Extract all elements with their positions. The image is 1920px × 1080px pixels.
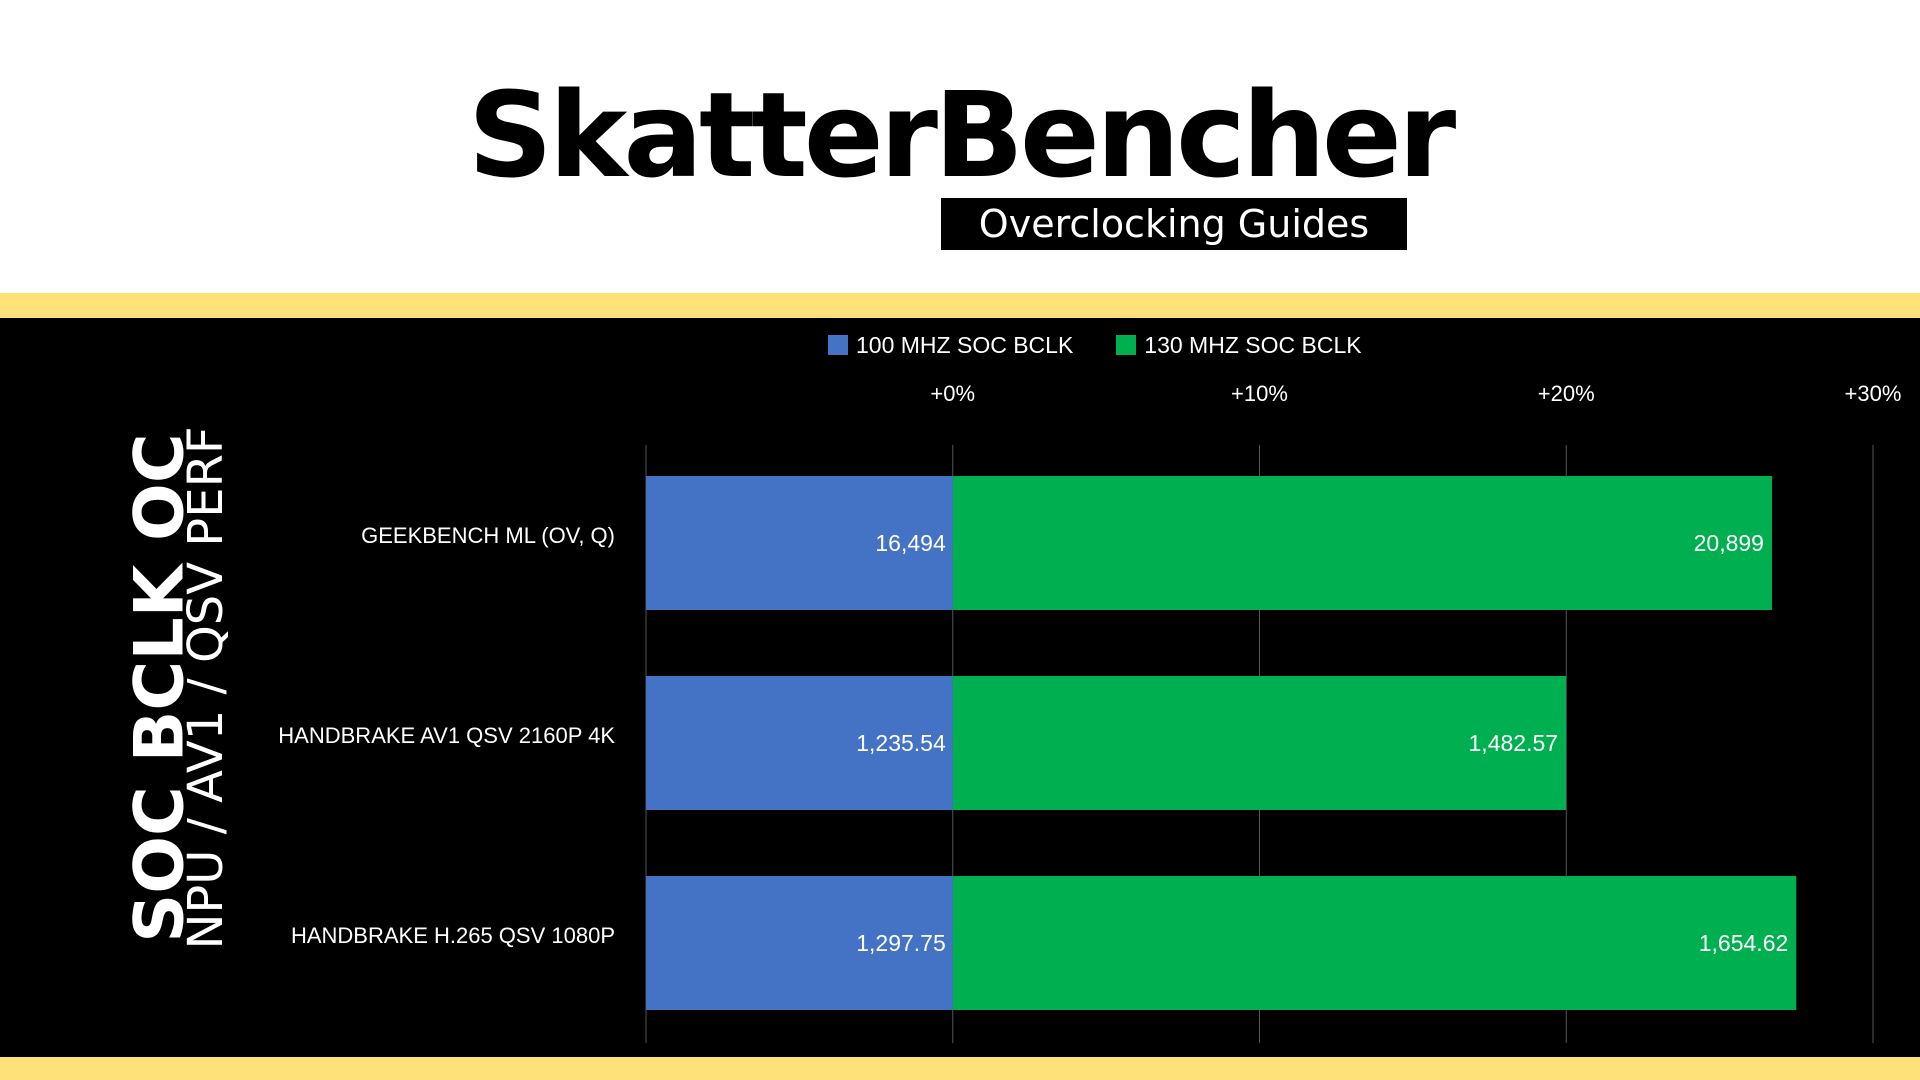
bar-oc [952,876,1797,1010]
value-label-baseline: 16,494 [875,530,946,556]
bottom-stripe [0,1057,1920,1080]
bar-oc [952,676,1567,810]
category-label: GEEKBENCH ML (OV, Q) [361,523,615,548]
x-tick-label: +20% [1538,381,1595,406]
category-label: HANDBRAKE AV1 QSV 2160P 4K [278,723,615,748]
logo-subtitle: Overclocking Guides [941,198,1407,250]
bar-baseline [646,676,953,810]
category-label: HANDBRAKE H.265 QSV 1080P [291,923,615,948]
legend-item-oc: 130 MHZ SOC BCLK [1116,331,1362,359]
legend-swatch-oc [1116,335,1137,355]
value-label-baseline: 1,297.75 [856,930,946,956]
header: SkatterBencher Overclocking Guides [0,0,1920,293]
x-tick-label: +30% [1845,381,1902,406]
legend-swatch-baseline [828,335,848,355]
x-tick-label: +0% [930,381,975,406]
bar-oc [952,476,1772,610]
x-tick-label: +10% [1231,381,1288,406]
logo-title: SkatterBencher [467,66,1456,204]
top-stripe [0,293,1920,318]
chart-legend: 100 MHZ SOC BCLK 130 MHZ SOC BCLK [828,330,1405,360]
bar-baseline [646,476,953,610]
value-label-baseline: 1,235.54 [856,730,946,756]
legend-item-baseline: 100 MHZ SOC BCLK [828,332,1073,359]
legend-label-oc: 130 MHZ SOC BCLK [1144,331,1362,358]
value-label-oc: 1,654.62 [1699,930,1789,956]
bar-baseline [646,876,953,1010]
value-label-oc: 1,482.57 [1469,730,1559,756]
legend-label-baseline: 100 MHZ SOC BCLK [856,331,1074,358]
value-label-oc: 20,899 [1694,530,1764,556]
